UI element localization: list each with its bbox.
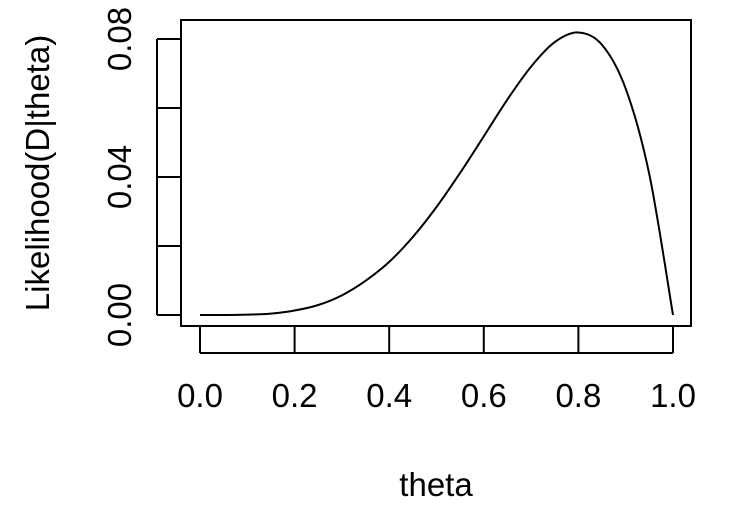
x-tick-label: 0.6: [461, 377, 507, 414]
x-tick-label: 0.4: [366, 377, 412, 414]
y-axis-title: Likelihood(D|theta): [19, 35, 56, 311]
x-axis-ticks: 0.0 0.2 0.4 0.6 0.8 1.0: [177, 327, 696, 414]
y-tick-label: 0.00: [101, 283, 138, 347]
likelihood-curve: [199, 31, 674, 317]
x-tick-label: 0.8: [555, 377, 601, 414]
y-tick-label: 0.08: [101, 7, 138, 71]
x-tick-label: 0.0: [177, 377, 223, 414]
x-axis-title: theta: [399, 466, 473, 503]
y-axis-ticks: 0.00 0.04 0.08: [101, 7, 181, 347]
plot-frame: [180, 19, 692, 327]
x-tick-label: 0.2: [272, 377, 318, 414]
x-tick-label: 1.0: [650, 377, 696, 414]
y-tick-label: 0.04: [101, 145, 138, 209]
